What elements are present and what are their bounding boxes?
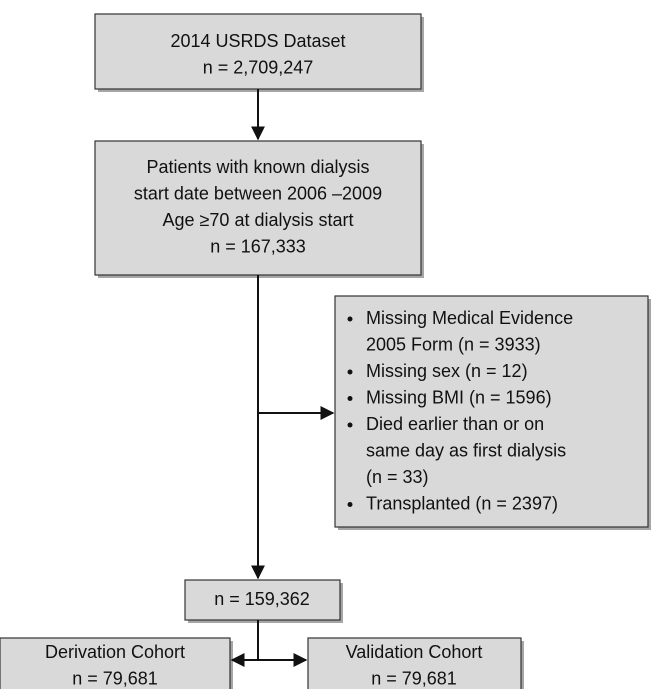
node-text: start date between 2006 –2009 bbox=[134, 183, 382, 203]
bullet-text: same day as first dialysis bbox=[366, 440, 566, 460]
bullet-text: Died earlier than or on bbox=[366, 414, 544, 434]
labels: 2014 USRDS Dataset n = 2,709,247 Patients … bbox=[45, 31, 573, 689]
node-box bbox=[184, 579, 341, 621]
bullet-text: Transplanted (n = 2397) bbox=[366, 493, 558, 513]
bullet bbox=[347, 502, 353, 507]
node-box bbox=[94, 140, 422, 276]
node-text: n = 79,681 bbox=[72, 668, 158, 688]
node-text: Validation Cohort bbox=[346, 642, 483, 662]
bullet bbox=[347, 316, 353, 322]
node-text: 2014 USRDS Dataset bbox=[170, 31, 345, 51]
bullet-text: 2005 Form (n = 3933) bbox=[366, 334, 541, 354]
node-text: Patients with known dialysis bbox=[146, 157, 369, 177]
node-text: n = 159,362 bbox=[214, 589, 310, 609]
node-text: Age ≥70 at dialysis start bbox=[163, 210, 354, 230]
node-box bbox=[0, 637, 231, 689]
node-text: Derivation Cohort bbox=[45, 642, 185, 662]
bullet-text: (n = 33) bbox=[366, 467, 429, 487]
node-text: n = 167,333 bbox=[210, 236, 306, 256]
node-box bbox=[307, 637, 522, 689]
node-text: n = 79,681 bbox=[371, 668, 457, 688]
exclusion-box bbox=[334, 295, 649, 528]
bullet-text: Missing BMI (n = 1596) bbox=[366, 387, 552, 407]
node-text: n = 2,709,247 bbox=[203, 57, 314, 77]
bullet bbox=[347, 369, 353, 375]
node-box bbox=[94, 13, 422, 90]
bullet-text: Missing sex (n = 12) bbox=[366, 361, 528, 381]
bullet bbox=[347, 422, 353, 428]
bullet bbox=[347, 396, 353, 401]
bullet-text: Missing Medical Evidence bbox=[366, 308, 573, 328]
